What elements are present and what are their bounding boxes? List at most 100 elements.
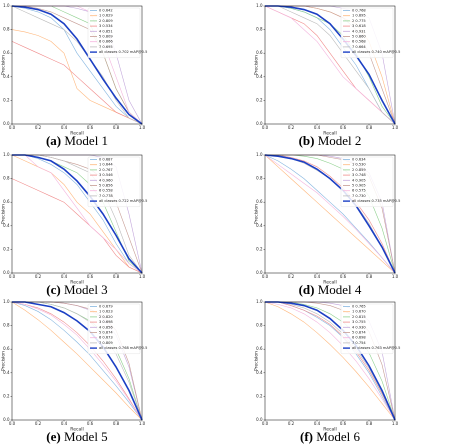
x-tick-label: 0.6 [340,421,347,426]
legend-label: 5 0.809 [99,35,113,39]
legend-label: 7 0.754 [352,341,366,345]
y-tick-label: 0.0 [3,121,10,126]
y-tick-label: 0.6 [256,199,263,204]
plot-frame [11,154,143,274]
x-tick-label: 0.2 [288,274,295,279]
legend-label: 4 0.931 [352,29,366,33]
y-tick-label: 0.4 [3,74,10,79]
y-tick-label: 1.0 [256,299,263,304]
legend-label: 6 0.673 [99,336,113,340]
legend-label: 7 0.664 [352,45,366,49]
legend-label: 0 0.634 [352,158,366,162]
y-tick-label: 1.0 [3,152,10,157]
legend-label: 6 0.866 [99,40,113,44]
x-tick-label: 0.6 [87,421,94,426]
y-tick-label: 0.4 [256,74,263,79]
x-tick-label: 0.8 [366,125,373,130]
x-tick-label: 0.0 [9,274,16,279]
y-axis-label: Precision [1,55,7,75]
class-pr-curve [264,301,396,421]
x-tick-label: 0.4 [61,421,68,426]
caption: (a) Model 1 [46,133,108,148]
class-pr-curve [11,41,143,125]
x-tick-label: 0.6 [87,125,94,130]
x-tick-label: 0.8 [113,125,120,130]
mean-pr-curve [11,5,143,125]
x-tick-label: 0.2 [288,125,295,130]
y-tick-label: 0.2 [3,97,10,102]
class-pr-curve [264,154,396,274]
legend-label: 4 0.856 [99,325,113,329]
y-axis-label: Precision [254,204,260,224]
mean-pr-curve [264,154,396,274]
chart-panel: 0.0 0.2 0.4 0.6 0.8 1.0 0.0 0.2 0.4 0.6 0.8 1.0 Reca… [1,299,148,444]
x-tick-label: 0.2 [35,125,42,130]
legend-label: 5 0.874 [352,331,366,335]
y-tick-label: 0.4 [3,223,10,228]
y-tick-label: 0.6 [256,346,263,351]
legend-box [87,7,141,58]
x-tick-label: 0.6 [340,274,347,279]
y-tick-label: 0.6 [256,50,263,55]
legend-label: 2 0.775 [352,19,366,23]
legend-label: 6 0.575 [352,189,366,193]
class-pr-curve [12,5,143,125]
class-pr-curve [265,154,396,274]
y-tick-label: 1.0 [3,299,10,304]
y-tick-label: 0.6 [3,346,10,351]
legend-label: 3 0.748 [352,173,366,177]
legend-label: 2 0.859 [352,168,366,172]
x-tick-label: 0.4 [314,125,321,130]
y-tick-label: 0.4 [256,223,263,228]
caption: (c) Model 3 [46,282,107,297]
legend-label: 1 0.644 [99,163,113,167]
y-tick-label: 0.4 [3,370,10,375]
x-tick-label: 0.4 [314,274,321,279]
caption-text: Model 5 [64,429,108,444]
x-tick-label: 0.8 [366,421,373,426]
y-tick-label: 0.0 [3,417,10,422]
y-tick-label: 0.2 [3,246,10,251]
legend-label: 1 0.530 [352,163,366,167]
legend-label: 3 0.755 [352,320,366,324]
caption-label: (b) [299,133,315,148]
x-axis-label: Recall [323,280,336,286]
plot-frame [264,5,396,125]
class-pr-curve [11,5,143,125]
y-tick-label: 0.4 [256,370,263,375]
class-pr-curve [11,154,143,274]
caption: (d) Model 4 [299,282,362,297]
y-tick-label: 0.6 [3,199,10,204]
y-tick-label: 0.0 [256,270,263,275]
class-pr-curve [11,178,143,274]
legend-label: 1 0.629 [99,14,113,18]
legend-label: 4 0.960 [99,178,113,182]
mean-pr-curve [12,154,143,274]
y-tick-label: 0.8 [3,323,10,328]
y-tick-label: 0.8 [3,176,10,181]
x-tick-label: 0.6 [340,125,347,130]
legend-box [340,7,394,58]
class-pr-curve [11,301,143,421]
class-pr-curve [11,5,143,125]
y-tick-label: 0.2 [3,393,10,398]
legend-label: 3 0.534 [99,24,113,28]
legend-label: all classes 0.740 mAP@0.5 [352,50,400,54]
y-tick-label: 0.2 [256,97,263,102]
legend-label: 0 0.768 [352,9,366,13]
x-axis-label: Recall [70,427,83,433]
legend-label: all classes 0.735 mAP@0.5 [352,199,400,203]
y-axis-label: Precision [254,351,260,371]
legend-label: 4 0.851 [99,29,113,33]
x-tick-label: 0.0 [9,125,16,130]
legend-label: 1 0.670 [352,310,366,314]
legend-box [340,303,394,354]
legend-label: 3 0.698 [99,320,113,324]
legend-label: 2 0.820 [99,315,113,319]
y-tick-label: 0.0 [3,270,10,275]
x-axis-label: Recall [70,280,83,286]
x-tick-label: 0.0 [262,125,269,130]
chart-panel: 0.0 0.2 0.4 0.6 0.8 1.0 0.0 0.2 0.4 0.6 0.8 1.0 Reca… [1,3,148,148]
